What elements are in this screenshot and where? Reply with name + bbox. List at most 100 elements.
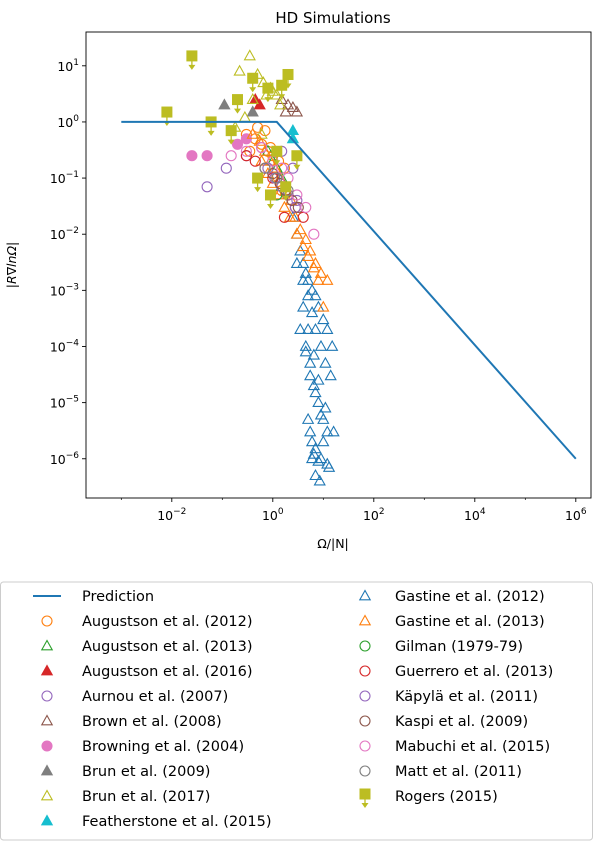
square-marker [232, 94, 243, 106]
series-rogers-2015 [161, 50, 303, 209]
errorbar-arrow [234, 108, 241, 114]
data-point [301, 289, 315, 301]
square-marker [271, 145, 283, 157]
data-point [240, 150, 252, 162]
data-point [205, 116, 217, 136]
data-point [258, 144, 272, 156]
data-point [271, 145, 283, 166]
legend-marker [358, 614, 372, 626]
data-point [291, 150, 303, 170]
data-point [305, 435, 319, 447]
legend-marker [40, 814, 54, 826]
legend-marker [40, 664, 54, 676]
series-gastine-et-al-2013 [246, 127, 334, 312]
data-point [280, 181, 292, 201]
data-point [279, 105, 292, 117]
data-point [278, 200, 291, 212]
legend-item-augustson-et-al-2013: Augustson et al. (2013) [40, 639, 253, 655]
data-point [256, 141, 268, 154]
x-axis-label: Ω/|N| [317, 536, 349, 551]
legend-item-mabuchi-et-al-2015: Mabuchi et al. (2015) [359, 739, 550, 755]
legend-label: Aurnou et al. (2007) [82, 689, 228, 705]
data-point [312, 395, 325, 408]
legend-label: Brun et al. (2009) [82, 764, 210, 780]
square-marker [161, 106, 173, 118]
data-point [305, 452, 319, 464]
y-tick-label: 100 [57, 114, 79, 130]
legend-item-gastine-et-al-2013: Gastine et al. (2013) [358, 614, 545, 630]
legend-marker [358, 589, 372, 601]
legend-marker [359, 788, 371, 808]
series-featherstone-et-al-2015 [286, 124, 300, 144]
data-point [253, 134, 266, 146]
data-point [225, 150, 237, 162]
legend-marker [359, 715, 371, 727]
legend-marker [41, 690, 53, 702]
data-point [299, 345, 312, 357]
data-point [268, 161, 282, 173]
x-tick-label: 10−2 [157, 507, 186, 523]
legend-marker [40, 789, 54, 801]
data-point [297, 256, 310, 268]
square-marker [225, 125, 237, 137]
legend-item-gilman-1979-79: Gilman (1979-79) [359, 639, 523, 655]
data-point [326, 339, 339, 351]
data-point [294, 322, 307, 334]
y-tick-label: 10−3 [50, 282, 79, 298]
data-point [309, 386, 322, 398]
plot-frame [85, 31, 592, 499]
data-point [297, 273, 310, 285]
series-mabuchi-et-al-2015 [225, 141, 320, 240]
errorbar-arrow [188, 64, 196, 70]
data-point [218, 98, 231, 110]
y-tick-label: 10−4 [50, 338, 79, 354]
data-point [283, 210, 297, 222]
legend-marker [359, 765, 371, 777]
legend-label: Brown et al. (2008) [82, 714, 222, 730]
legend-item-augustson-et-al-2016: Augustson et al. (2016) [40, 664, 253, 680]
x-tick-label: 104 [464, 507, 486, 523]
data-point [308, 228, 320, 240]
data-point [322, 460, 336, 472]
square-marker [252, 172, 264, 184]
data-point [286, 100, 300, 113]
errorbar-arrow [266, 203, 274, 209]
errorbar-arrow [278, 94, 286, 100]
data-point [301, 249, 315, 261]
data-point [186, 150, 198, 162]
data-point [299, 233, 312, 245]
legend-item-brun-et-al-2017: Brun et al. (2017) [40, 789, 210, 805]
legend-label: Augustson et al. (2016) [82, 664, 253, 680]
square-marker [291, 150, 303, 162]
y-tick-label: 10−2 [50, 226, 79, 242]
x-tick-label: 106 [565, 507, 587, 523]
y-tick-label: 10−5 [50, 395, 79, 411]
data-point [299, 339, 312, 351]
data-point [201, 181, 213, 193]
legend-label: Augustson et al. (2012) [82, 614, 253, 630]
legend-marker [359, 740, 371, 752]
data-point [253, 98, 266, 110]
square-marker [280, 181, 292, 193]
series-brown-et-al-2008 [275, 92, 304, 117]
square-marker [359, 788, 371, 800]
legend-item-k-pyl-et-al-2011: Käpylä et al. (2011) [359, 689, 538, 705]
data-point [290, 227, 304, 239]
data-point [292, 201, 304, 213]
legend-label: Browning et al. (2004) [82, 739, 244, 755]
legend-item-matt-et-al-2011: Matt et al. (2011) [359, 764, 522, 780]
data-point [319, 401, 332, 413]
data-point [307, 348, 321, 360]
legend-item-aurnou-et-al-2007: Aurnou et al. (2007) [41, 689, 228, 705]
data-point [321, 457, 334, 469]
chart-title: HD Simulations [275, 9, 390, 27]
data-point [220, 162, 232, 174]
legend-label: Brun et al. (2017) [82, 789, 210, 805]
data-point [317, 313, 330, 325]
legend-label: Mabuchi et al. (2015) [395, 739, 550, 755]
data-point [262, 82, 274, 103]
data-point [294, 223, 307, 235]
legend-marker [359, 690, 371, 702]
data-point [246, 92, 259, 104]
data-point [305, 306, 319, 318]
